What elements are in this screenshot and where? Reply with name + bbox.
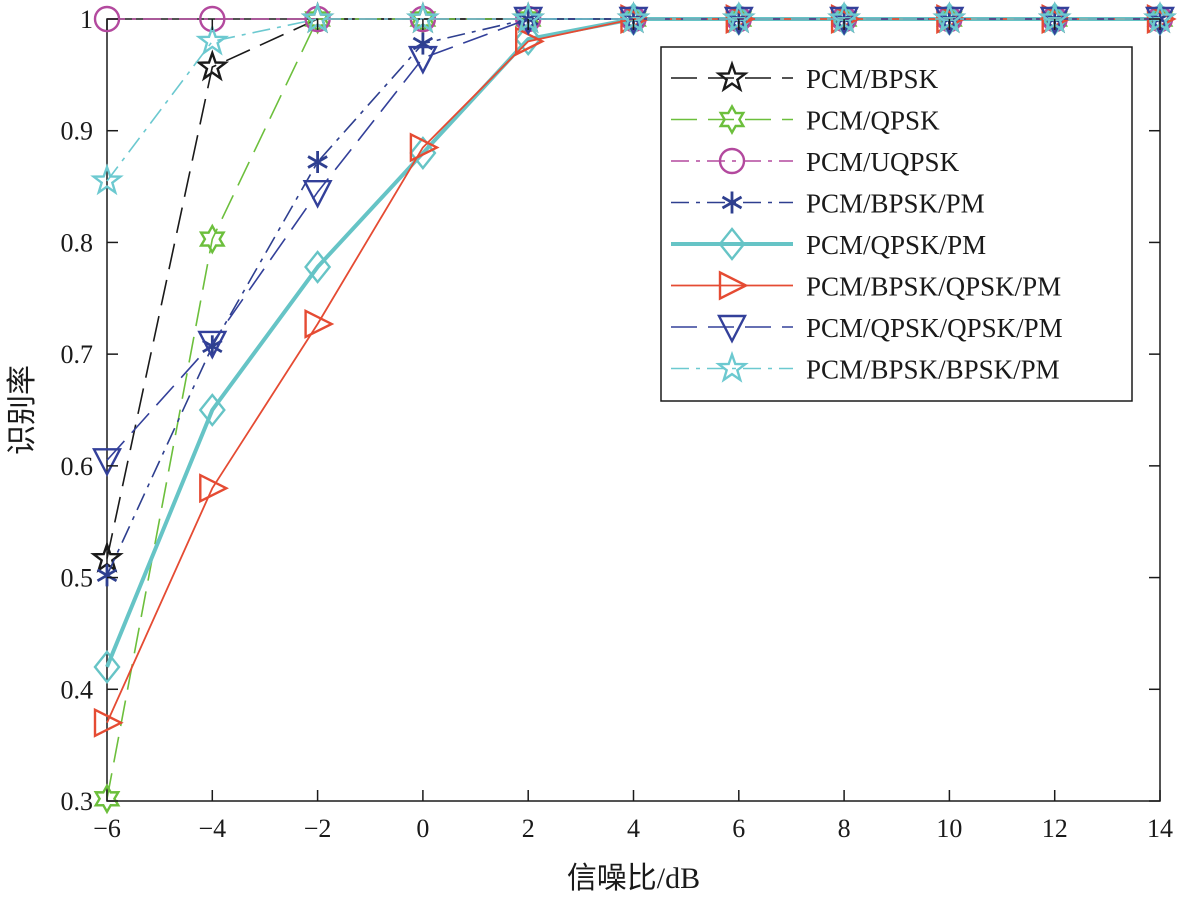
legend-item: PCM/QPSK [671,104,940,136]
legend-marker [718,227,746,261]
data-point [515,26,545,57]
x-tick-label: −2 [304,814,332,843]
x-tick-label: 14 [1147,814,1173,843]
legend-label: PCM/QPSK/PM [806,230,986,260]
legend-label: PCM/QPSK/QPSK/PM [806,313,1063,343]
data-point [198,223,226,255]
x-tick-label: −4 [198,814,226,843]
legend-label: PCM/UQPSK [806,147,960,177]
legend-label: PCM/BPSK/QPSK/PM [806,272,1061,302]
x-axis-title: 信噪比/dB [567,862,700,895]
legend-item: PCM/BPSK/BPSK/PM [671,350,1060,385]
data-point [90,540,124,573]
legend-label: PCM/BPSK/PM [806,189,985,219]
legend-marker [718,270,749,301]
y-tick-label: 0.7 [61,340,94,369]
legend-marker [718,147,746,175]
y-axis-title: 识别率 [6,365,39,455]
legend-item: PCM/UQPSK [671,147,960,177]
y-tick-label: 0.8 [61,228,94,257]
x-tick-label: 12 [1042,814,1068,843]
y-tick-label: 0.6 [61,452,94,481]
data-point [304,250,332,284]
data-point [93,650,121,684]
data-point [514,22,542,57]
legend-marker [718,104,746,135]
data-point [197,330,228,360]
data-point [93,5,121,33]
data-point [93,707,124,738]
data-point [92,448,122,477]
data-point [307,150,328,173]
legend-box [660,46,1133,402]
y-tick-label: 0.3 [61,787,94,816]
legend-item: PCM/BPSK/QPSK/PM [671,270,1061,302]
legend-marker [715,60,749,93]
data-point [407,45,438,75]
legend-label: PCM/QPSK [806,106,940,136]
x-tick-label: 4 [627,814,640,843]
legend-marker [715,350,749,383]
x-tick-label: −6 [93,814,121,843]
data-point [195,49,230,82]
y-tick-label: 0.5 [61,564,94,593]
x-tick-label: 8 [838,814,851,843]
legend-item: PCM/BPSK [671,60,939,94]
data-point [198,393,226,427]
x-tick-label: 6 [732,814,745,843]
legend-item: PCM/QPSK/QPSK/PM [671,313,1063,344]
x-tick-label: 10 [936,814,962,843]
legend-marker [717,314,747,344]
legend-label: PCM/BPSK [806,64,939,94]
x-tick-label: 0 [416,814,429,843]
data-point [195,23,230,56]
y-tick-label: 0.4 [61,675,94,704]
data-point [93,783,121,815]
data-point [96,564,118,587]
legend-label: PCM/BPSK/BPSK/PM [806,355,1060,385]
data-point [199,5,226,33]
legend-item: PCM/QPSK/PM [671,227,986,261]
data-point [302,179,333,209]
legend-marker [721,191,743,214]
series-line [106,18,1160,182]
data-point [304,309,335,339]
y-tick-label: 1 [80,5,93,34]
data-point [409,136,437,170]
data-point [199,473,229,504]
legend-item: PCM/BPSK/PM [671,189,985,219]
data-point [409,132,440,163]
y-tick-label: 0.9 [61,117,94,146]
data-point [90,163,124,196]
x-tick-label: 2 [522,814,535,843]
